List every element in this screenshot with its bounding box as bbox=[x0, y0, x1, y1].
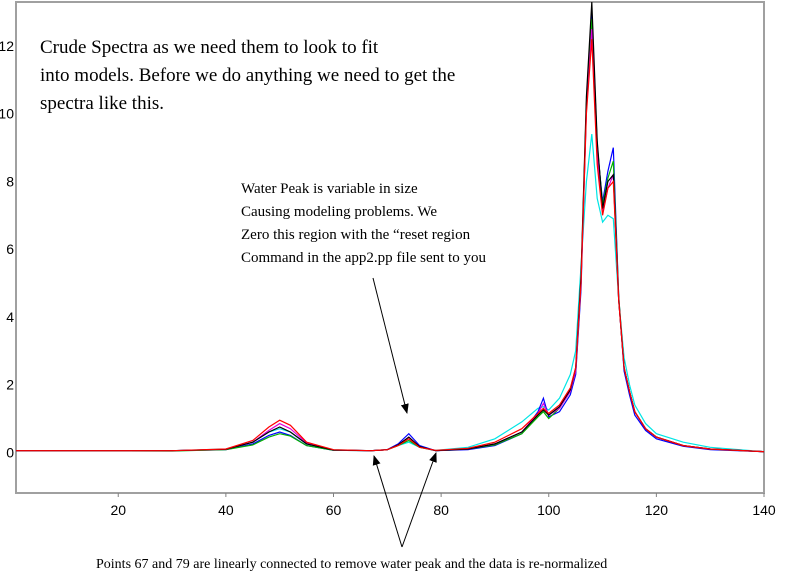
point-79-arrow bbox=[401, 452, 437, 548]
y-tick-label: 10 bbox=[0, 106, 14, 122]
water-line-2: Causing modeling problems. We bbox=[241, 204, 437, 220]
intro-line-3: spectra like this. bbox=[40, 93, 164, 114]
x-tick-label: 80 bbox=[433, 502, 449, 518]
x-tick-label: 120 bbox=[645, 502, 669, 518]
water-line-4: Command in the app2.pp file sent to you bbox=[241, 250, 486, 266]
y-axis: 0 2 4 6 8 10 12 bbox=[0, 38, 14, 460]
y-tick-label: 6 bbox=[6, 241, 14, 257]
series-layer bbox=[15, 1, 765, 453]
intro-line-1: Crude Spectra as we need them to look to… bbox=[40, 37, 379, 58]
x-tick-label: 40 bbox=[218, 502, 234, 518]
y-tick-label: 8 bbox=[6, 173, 14, 189]
plot-frame bbox=[15, 1, 765, 494]
y-tick-label: 12 bbox=[0, 38, 14, 54]
y-tick-label: 4 bbox=[6, 309, 14, 325]
y-tick-label: 2 bbox=[6, 377, 14, 393]
water-line-3: Zero this region with the “reset region bbox=[241, 227, 471, 243]
x-tick-label: 60 bbox=[326, 502, 342, 518]
y-tick-label: 0 bbox=[6, 444, 14, 460]
spectrum-red bbox=[16, 39, 765, 453]
intro-line-2: into models. Before we do anything we ne… bbox=[40, 65, 455, 86]
intro-annotation: Crude Spectra as we need them to look to… bbox=[40, 37, 455, 114]
x-tick-label: 100 bbox=[537, 502, 561, 518]
water-peak-annotation: Water Peak is variable in size Causing m… bbox=[241, 181, 486, 266]
x-tick-label: 20 bbox=[110, 502, 126, 518]
water-peak-arrow bbox=[372, 277, 409, 414]
points-annotation: Points 67 and 79 are linearly connected … bbox=[96, 557, 607, 572]
x-axis: 20 40 60 80 100 120 140 bbox=[110, 493, 776, 518]
x-tick-label: 140 bbox=[752, 502, 776, 518]
point-67-arrow bbox=[372, 455, 403, 548]
water-line-1: Water Peak is variable in size bbox=[241, 181, 418, 197]
